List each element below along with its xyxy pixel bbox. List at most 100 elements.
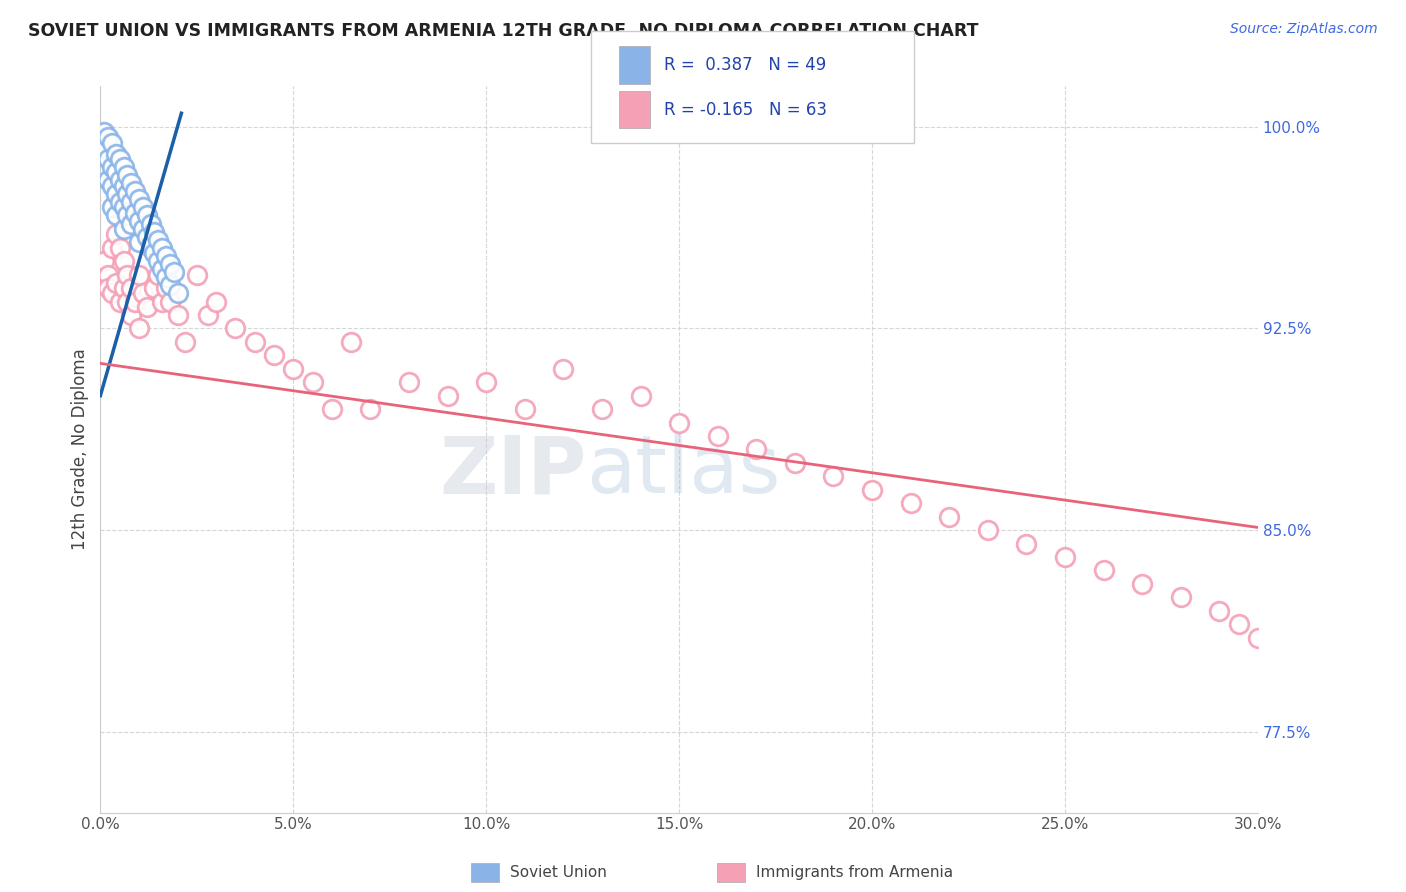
Point xyxy=(135,230,157,244)
Point xyxy=(101,200,124,214)
Point xyxy=(591,402,613,417)
Point xyxy=(128,268,150,282)
Point xyxy=(166,308,188,322)
Point xyxy=(117,168,139,182)
Point xyxy=(148,254,170,268)
Point xyxy=(150,262,173,277)
Point xyxy=(128,321,150,335)
Text: R =  0.387   N = 49: R = 0.387 N = 49 xyxy=(664,56,825,74)
Point xyxy=(139,241,162,255)
Point xyxy=(668,416,690,430)
Point xyxy=(938,509,960,524)
Point xyxy=(174,334,197,349)
Point xyxy=(108,294,131,309)
Point xyxy=(630,389,652,403)
Point xyxy=(143,246,166,260)
Point xyxy=(1247,631,1270,645)
Point xyxy=(1227,617,1250,632)
Point xyxy=(120,308,142,322)
Point xyxy=(104,165,127,179)
Point xyxy=(104,186,127,201)
Text: Source: ZipAtlas.com: Source: ZipAtlas.com xyxy=(1230,22,1378,37)
Text: atlas: atlas xyxy=(586,433,780,510)
Point xyxy=(108,241,131,255)
Text: ZIP: ZIP xyxy=(439,433,586,510)
Point xyxy=(359,402,381,417)
Point xyxy=(117,268,139,282)
Point xyxy=(132,222,155,236)
Point xyxy=(124,294,146,309)
Point xyxy=(197,308,219,322)
Point xyxy=(124,184,146,198)
Point xyxy=(93,125,115,139)
Point xyxy=(97,281,120,295)
Point xyxy=(150,241,173,255)
Point xyxy=(93,141,115,155)
Point xyxy=(101,286,124,301)
Point xyxy=(108,173,131,187)
Point xyxy=(120,194,142,209)
Point xyxy=(117,186,139,201)
Point xyxy=(1015,536,1038,550)
Y-axis label: 12th Grade, No Diploma: 12th Grade, No Diploma xyxy=(72,349,89,550)
Point xyxy=(128,214,150,228)
Point xyxy=(117,294,139,309)
Point xyxy=(1092,564,1115,578)
Point xyxy=(513,402,536,417)
Point xyxy=(93,254,115,268)
Point xyxy=(143,225,166,239)
Text: SOVIET UNION VS IMMIGRANTS FROM ARMENIA 12TH GRADE, NO DIPLOMA CORRELATION CHART: SOVIET UNION VS IMMIGRANTS FROM ARMENIA … xyxy=(28,22,979,40)
Point xyxy=(340,334,363,349)
Text: Immigrants from Armenia: Immigrants from Armenia xyxy=(756,865,953,880)
Point xyxy=(1208,604,1230,618)
Point xyxy=(148,233,170,247)
Point xyxy=(104,146,127,161)
Point xyxy=(783,456,806,470)
Point xyxy=(224,321,246,335)
Point xyxy=(128,192,150,206)
Point xyxy=(1053,549,1076,564)
Point xyxy=(97,152,120,166)
Point xyxy=(155,249,177,263)
Point xyxy=(108,152,131,166)
Point xyxy=(163,265,186,279)
Point xyxy=(139,238,162,252)
Point xyxy=(1170,591,1192,605)
Point xyxy=(120,176,142,190)
Point xyxy=(97,173,120,187)
Point xyxy=(97,268,120,282)
Point xyxy=(186,268,208,282)
Point xyxy=(745,442,768,457)
Point xyxy=(436,389,458,403)
Point xyxy=(706,429,728,443)
Point xyxy=(104,276,127,290)
Point xyxy=(120,281,142,295)
Point xyxy=(112,160,135,174)
Point xyxy=(108,194,131,209)
Point xyxy=(112,254,135,268)
Point xyxy=(104,227,127,242)
Point xyxy=(112,178,135,193)
Point xyxy=(155,281,177,295)
Point xyxy=(112,200,135,214)
Point xyxy=(860,483,883,497)
Point xyxy=(112,222,135,236)
Point xyxy=(132,200,155,214)
Point xyxy=(101,241,124,255)
Point xyxy=(148,268,170,282)
Point xyxy=(97,130,120,145)
Text: R = -0.165   N = 63: R = -0.165 N = 63 xyxy=(664,101,827,119)
Text: Soviet Union: Soviet Union xyxy=(510,865,607,880)
Point xyxy=(166,286,188,301)
Point xyxy=(553,361,575,376)
Point xyxy=(143,281,166,295)
Point xyxy=(159,294,181,309)
Point xyxy=(1130,577,1153,591)
Point xyxy=(398,375,420,389)
Point xyxy=(101,136,124,150)
Point xyxy=(104,209,127,223)
Point xyxy=(101,178,124,193)
Point xyxy=(159,257,181,271)
Point xyxy=(321,402,343,417)
Point xyxy=(283,361,305,376)
